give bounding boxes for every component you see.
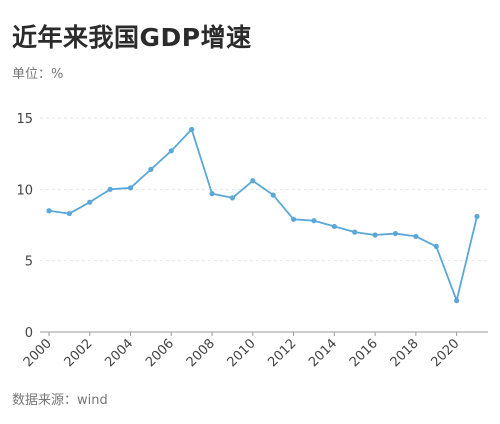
source-label: 数据来源：wind xyxy=(12,393,108,408)
data-point xyxy=(66,210,72,217)
x-tick-label: 2016 xyxy=(347,336,381,370)
x-tick-label: 2002 xyxy=(62,336,96,370)
x-tick-label: 2006 xyxy=(143,336,177,370)
data-point xyxy=(168,148,174,154)
data-point xyxy=(209,191,215,197)
x-tick-label: 2012 xyxy=(265,336,299,370)
x-tick-label: 2000 xyxy=(21,336,55,370)
data-point xyxy=(311,218,317,224)
data-point xyxy=(413,233,419,240)
data-point xyxy=(331,223,337,230)
data-point xyxy=(127,185,134,191)
series-line xyxy=(48,128,478,302)
chart-title: 近年来我国GDP增速 xyxy=(12,23,252,52)
x-tick-label: 2018 xyxy=(388,336,422,370)
data-point xyxy=(148,166,154,172)
data-point xyxy=(474,213,480,220)
y-tick-label: 10 xyxy=(16,183,33,198)
x-tick-label: 2020 xyxy=(428,336,462,370)
data-point xyxy=(87,199,93,205)
data-point xyxy=(250,178,256,184)
x-tick-labels: 2000 2002 2004 2006 2008 2010 2012 2014 2016 2018… xyxy=(21,336,463,370)
y-tick-label: 15 xyxy=(16,112,33,127)
series xyxy=(46,126,480,304)
y-tick-label: 0 xyxy=(25,326,33,341)
y-tick-labels: 0 5 10 15 xyxy=(16,112,33,341)
data-point xyxy=(372,232,378,238)
x-tick-label: 2008 xyxy=(184,336,218,370)
x-tick-label: 2014 xyxy=(306,336,340,370)
data-point xyxy=(290,216,297,222)
data-point xyxy=(270,192,276,198)
data-point xyxy=(454,298,460,304)
data-point xyxy=(107,186,113,192)
unit-label: 单位：% xyxy=(12,67,64,82)
data-point xyxy=(189,126,195,133)
data-point xyxy=(229,195,236,201)
x-tick-label: 2010 xyxy=(225,336,259,370)
x-tick-label: 2004 xyxy=(102,336,136,370)
data-point xyxy=(433,243,439,249)
data-point xyxy=(352,229,358,235)
data-point xyxy=(392,230,399,237)
data-point xyxy=(46,208,52,214)
axes xyxy=(40,331,488,336)
y-tick-label: 5 xyxy=(25,255,33,270)
